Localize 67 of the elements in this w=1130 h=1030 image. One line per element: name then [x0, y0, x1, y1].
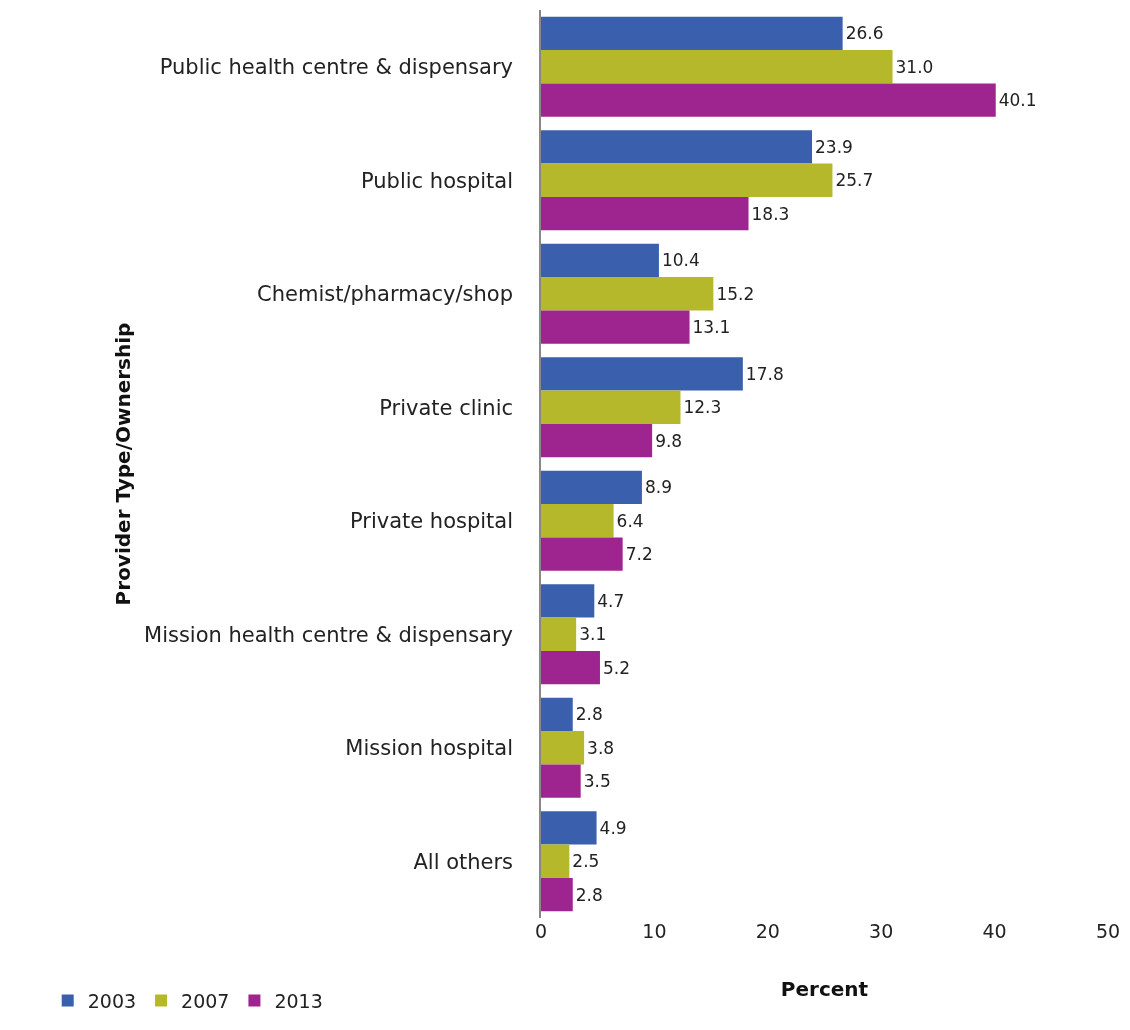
data-label: 9.8 — [655, 430, 683, 451]
bar — [541, 390, 681, 424]
data-label: 18.3 — [751, 203, 790, 224]
bar — [541, 844, 570, 878]
bar — [541, 163, 833, 197]
y-tick-label: Mission hospital — [345, 736, 514, 761]
bar — [541, 423, 653, 458]
data-label: 40.1 — [998, 90, 1037, 111]
data-label: 3.5 — [583, 771, 611, 792]
data-label: 3.1 — [579, 624, 607, 645]
x-tick-label: 0 — [534, 920, 548, 942]
bar — [541, 50, 893, 84]
y-axis-title: Provider Type/Ownership — [111, 322, 136, 606]
x-tick-label: 40 — [982, 920, 1007, 942]
data-label: 2.5 — [572, 851, 600, 872]
bar — [541, 16, 843, 51]
y-tick-label: Private hospital — [349, 509, 514, 534]
x-tick-label: 20 — [755, 920, 780, 942]
bar — [541, 130, 813, 164]
data-label: 4.9 — [599, 817, 627, 838]
bar — [541, 470, 642, 505]
data-label: 3.8 — [587, 737, 615, 758]
bar — [541, 697, 573, 732]
data-label: 5.2 — [602, 657, 631, 678]
bar — [541, 617, 577, 651]
legend-label: 2007 — [181, 989, 230, 1012]
data-label: 2.8 — [575, 884, 603, 905]
bar — [541, 310, 690, 344]
bar — [541, 811, 597, 845]
y-tick-label: Mission health centre & dispensary — [144, 622, 514, 647]
x-tick-label: 50 — [1095, 920, 1121, 942]
data-label: 15.2 — [716, 283, 755, 304]
data-label: 4.7 — [597, 590, 625, 611]
data-label: 8.9 — [644, 477, 672, 498]
data-label: 2.8 — [575, 704, 603, 725]
legend-label: 2003 — [87, 989, 137, 1012]
data-label: 31.0 — [895, 56, 934, 77]
bar — [541, 83, 996, 117]
data-label: 26.6 — [845, 23, 884, 44]
data-label: 10.4 — [661, 250, 700, 271]
data-label: 13.1 — [692, 317, 731, 338]
bar — [541, 504, 614, 538]
x-axis-title: Percent — [780, 976, 869, 1001]
y-tick-label: All others — [413, 849, 514, 874]
data-label: 25.7 — [835, 170, 874, 191]
data-label: 6.4 — [616, 510, 644, 531]
bar — [541, 650, 600, 685]
bar — [541, 196, 749, 231]
bar — [541, 764, 581, 798]
y-tick-label: Chemist/pharmacy/shop — [257, 282, 514, 307]
data-label: 12.3 — [683, 397, 722, 418]
data-label: 7.2 — [625, 544, 653, 565]
legend-label: 2013 — [274, 989, 323, 1012]
x-tick-label: 10 — [642, 920, 667, 942]
bar — [541, 877, 573, 912]
y-tick-label: Public hospital — [361, 168, 514, 193]
bar — [541, 584, 595, 618]
bar — [541, 243, 659, 278]
y-tick-label: Private clinic — [379, 395, 514, 420]
x-tick-label: 30 — [869, 920, 894, 942]
bar — [541, 357, 743, 391]
bar — [541, 537, 623, 571]
bar — [541, 731, 585, 765]
bar — [541, 277, 714, 311]
y-tick-label: Public health centre & dispensary — [159, 55, 514, 80]
data-label: 23.9 — [815, 136, 853, 157]
data-label: 17.8 — [745, 363, 784, 384]
